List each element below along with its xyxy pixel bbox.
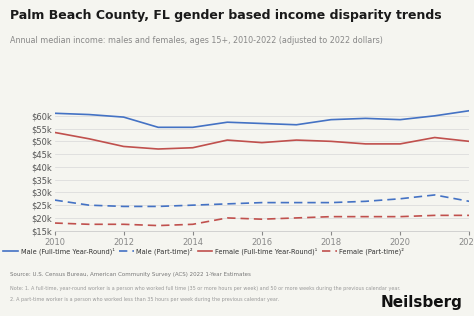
Text: 2. A part-time worker is a person who worked less than 35 hours per week during : 2. A part-time worker is a person who wo…	[10, 297, 280, 302]
Text: Annual median income: males and females, ages 15+, 2010-2022 (adjusted to 2022 d: Annual median income: males and females,…	[10, 36, 383, 45]
Legend: Male (Full-time Year-Round)¹, Male (Part-time)², Female (Full-time Year-Round)¹,: Male (Full-time Year-Round)¹, Male (Part…	[0, 245, 407, 257]
Text: Source: U.S. Census Bureau, American Community Survey (ACS) 2022 1-Year Estimate: Source: U.S. Census Bureau, American Com…	[10, 272, 251, 277]
Text: Note: 1. A full-time, year-round worker is a person who worked full time (35 or : Note: 1. A full-time, year-round worker …	[10, 286, 401, 291]
Text: Palm Beach County, FL gender based income disparity trends: Palm Beach County, FL gender based incom…	[10, 9, 442, 22]
Text: Neilsberg: Neilsberg	[380, 295, 462, 310]
